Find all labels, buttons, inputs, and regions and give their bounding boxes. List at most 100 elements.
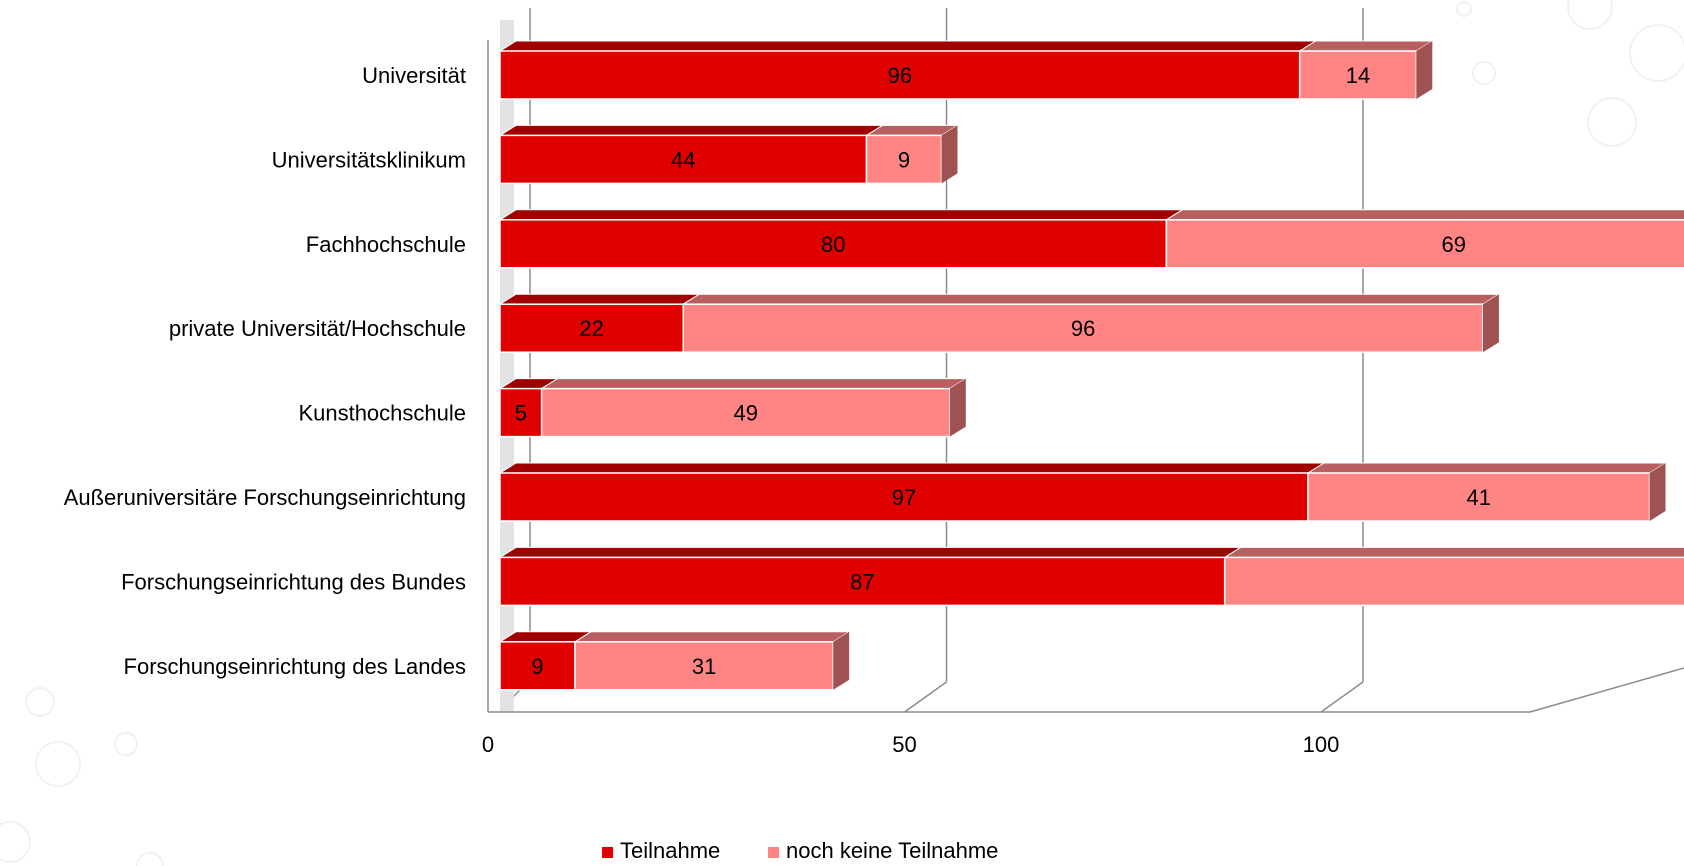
- data-label: 97: [892, 485, 916, 510]
- bar-noch-keine-teilnahme: 69: [1164, 209, 1684, 269]
- bar-noch-keine-teilnahme: 96: [681, 293, 1501, 353]
- data-label: 9: [531, 654, 543, 679]
- data-label: 5: [515, 401, 527, 426]
- background-circle: [35, 741, 81, 787]
- bar-teilnahme: 9: [498, 631, 593, 691]
- bar-front-face: [499, 303, 685, 353]
- data-label: 14: [1346, 63, 1370, 88]
- bar-front-face: [499, 134, 868, 185]
- bar-top-face: [864, 124, 960, 136]
- bar-noch-keine-teilnahme: 143: [1222, 546, 1684, 607]
- bar-top-face: [1306, 462, 1668, 474]
- bar-top-face: [1297, 40, 1435, 52]
- gridline-floor: [904, 681, 947, 713]
- bar-top-face: [498, 40, 1318, 52]
- background-circle: [114, 732, 138, 756]
- category-label: private Universität/Hochschule: [169, 316, 466, 341]
- bar-front-face: [1165, 219, 1684, 269]
- axes: [487, 20, 1684, 713]
- bar-teilnahme: 22: [498, 293, 702, 353]
- bar-noch-keine-teilnahme: 41: [1306, 462, 1668, 522]
- x-tick-label: 50: [892, 732, 916, 757]
- bar-front-face: [499, 50, 1301, 100]
- bar-front-face: [499, 556, 1226, 607]
- data-label: 44: [671, 147, 695, 172]
- data-label: 9: [898, 147, 910, 172]
- category-label: Forschungseinrichtung des Bundes: [121, 569, 466, 594]
- bar-row: 9 31: [498, 631, 851, 691]
- bar-front-face: [1298, 50, 1418, 100]
- data-label: 87: [850, 569, 874, 594]
- bars: 96 14 44 9 80 69 22 96 5 49 97 41 87 143 9 31: [498, 40, 1684, 691]
- background-circle: [0, 821, 31, 863]
- bar-top-face: [1222, 546, 1684, 558]
- bar-top-face: [539, 378, 968, 390]
- gridline-floor: [1320, 681, 1364, 713]
- background-circle: [1456, 1, 1472, 17]
- bar-front-face: [499, 641, 576, 691]
- bar-top-face: [1164, 209, 1684, 221]
- bar-top-face: [498, 546, 1243, 558]
- back-wall: [500, 20, 514, 712]
- background-circle: [1472, 61, 1496, 85]
- legend: Teilnahme noch keine Teilnahme: [602, 838, 998, 863]
- gridlines: [499, 8, 1364, 713]
- bar-noch-keine-teilnahme: 31: [573, 631, 851, 691]
- bar-top-face: [573, 631, 851, 643]
- x-tick-label: 0: [482, 732, 494, 757]
- bar-side-face: [941, 125, 958, 184]
- category-label: Außeruniversitäre Forschungseinrichtung: [64, 485, 466, 510]
- bar-front-face: [499, 387, 543, 438]
- bar-teilnahme: 97: [498, 462, 1326, 522]
- legend-label-noch-keine-teilnahme: noch keine Teilnahme: [786, 838, 998, 863]
- data-label: 80: [821, 232, 845, 257]
- category-label: Forschungseinrichtung des Landes: [124, 654, 466, 679]
- bar-top-face: [681, 293, 1501, 305]
- data-label: 31: [692, 654, 716, 679]
- bar-row: 5 49: [498, 378, 968, 438]
- bar-top-face: [498, 293, 702, 305]
- x-tick-labels: 050100150200250: [482, 732, 1340, 757]
- bar-top-face: [498, 462, 1326, 474]
- background-circle: [1629, 24, 1684, 82]
- background-circle: [1587, 97, 1637, 147]
- bar-row: 22 96: [498, 293, 1501, 353]
- bar-row: 80 69: [498, 209, 1684, 269]
- bar-row: 97 41: [498, 462, 1668, 522]
- legend-swatch-teilnahme: [602, 847, 613, 858]
- category-label: Universität: [362, 63, 466, 88]
- legend-label-teilnahme: Teilnahme: [620, 838, 720, 863]
- background-circle: [136, 852, 164, 866]
- x-axis-depth-line: [1529, 667, 1684, 713]
- bar-teilnahme: 80: [498, 209, 1185, 269]
- bar-side-face: [1649, 463, 1666, 521]
- bar-side-face: [1482, 294, 1499, 353]
- x-tick-label: 100: [1303, 732, 1340, 757]
- bar-top-face: [498, 124, 885, 136]
- bar-teilnahme: 87: [498, 546, 1243, 607]
- bar-front-face: [1307, 472, 1651, 522]
- bar-front-face: [574, 641, 834, 691]
- bar-noch-keine-teilnahme: 9: [864, 124, 960, 185]
- background-circle: [1567, 0, 1613, 30]
- data-label: 96: [1071, 316, 1095, 341]
- bar-front-face: [540, 387, 951, 438]
- bar-row: 96 14: [498, 40, 1435, 100]
- data-label: 69: [1442, 232, 1466, 257]
- data-label: 41: [1467, 485, 1491, 510]
- bar-teilnahme: 44: [498, 124, 885, 185]
- category-label: Universitätsklinikum: [272, 147, 466, 172]
- background-circle: [25, 687, 55, 717]
- data-label: 96: [888, 63, 912, 88]
- bar-row: 44 9: [498, 124, 960, 185]
- bar-side-face: [833, 631, 850, 690]
- bar-row: 87 143: [498, 546, 1684, 607]
- data-label: 49: [733, 401, 757, 426]
- category-label: Kunsthochschule: [298, 401, 466, 426]
- bar-front-face: [865, 134, 943, 185]
- legend-swatch-noch-keine-teilnahme: [768, 847, 779, 858]
- bar-top-face: [498, 209, 1185, 221]
- bar-side-face: [949, 378, 966, 437]
